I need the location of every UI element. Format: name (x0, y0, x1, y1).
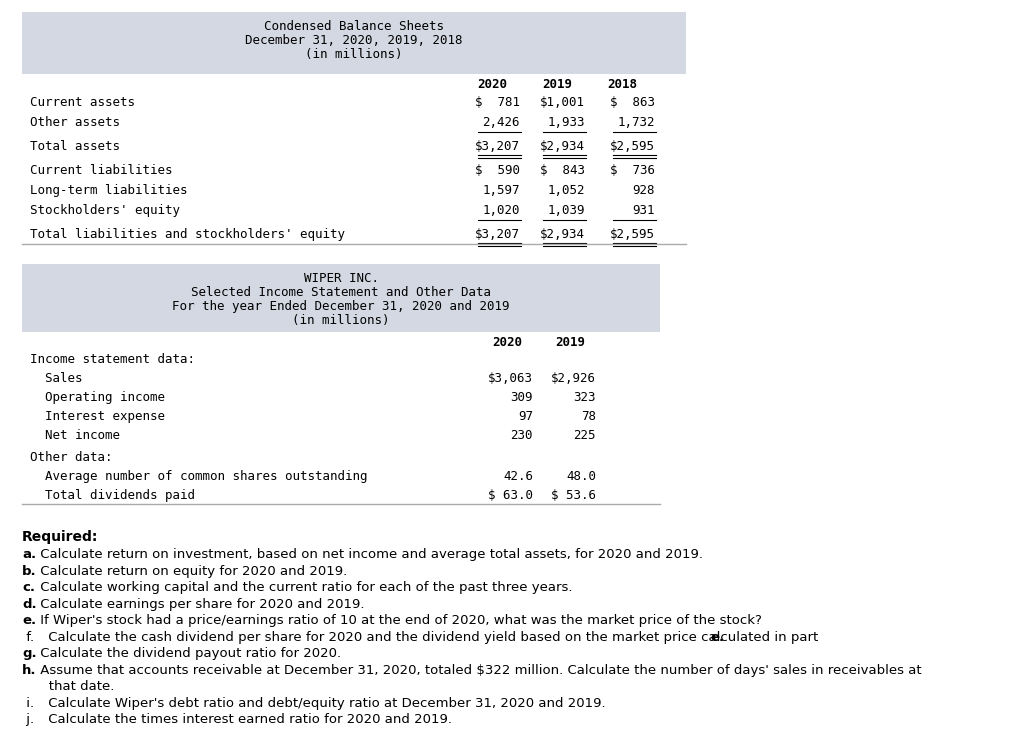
Text: $2,595: $2,595 (610, 228, 655, 241)
Text: 1,039: 1,039 (548, 204, 585, 217)
Text: $1,001: $1,001 (540, 96, 585, 109)
Text: Current assets: Current assets (30, 96, 135, 109)
Text: Total assets: Total assets (30, 140, 120, 153)
Text: 2,426: 2,426 (482, 116, 520, 129)
Text: Other assets: Other assets (30, 116, 120, 129)
Text: $ 53.6: $ 53.6 (551, 489, 596, 502)
Text: Calculate the times interest earned ratio for 2020 and 2019.: Calculate the times interest earned rati… (44, 713, 452, 726)
Text: a.: a. (22, 548, 36, 562)
Text: Required:: Required: (22, 530, 98, 544)
Text: Long-term liabilities: Long-term liabilities (30, 184, 187, 197)
Text: 2020: 2020 (492, 336, 522, 349)
Text: f.: f. (22, 631, 34, 644)
Text: e.: e. (22, 614, 36, 627)
Text: Total liabilities and stockholders' equity: Total liabilities and stockholders' equi… (30, 228, 345, 241)
Text: c.: c. (22, 581, 35, 594)
Text: Condensed Balance Sheets: Condensed Balance Sheets (264, 20, 444, 33)
Text: Interest expense: Interest expense (30, 410, 165, 423)
Text: 2020: 2020 (477, 78, 507, 91)
Text: $  863: $ 863 (610, 96, 655, 109)
Text: Calculate Wiper's debt ratio and debt/equity ratio at December 31, 2020 and 2019: Calculate Wiper's debt ratio and debt/eq… (44, 697, 605, 710)
Text: e.: e. (711, 631, 725, 644)
Text: Calculate the cash dividend per share for 2020 and the dividend yield based on t: Calculate the cash dividend per share fo… (44, 631, 822, 644)
Text: Average number of common shares outstanding: Average number of common shares outstand… (30, 470, 368, 483)
Text: 97: 97 (518, 410, 534, 423)
Text: $2,926: $2,926 (551, 372, 596, 385)
Text: WIPER INC.: WIPER INC. (303, 272, 379, 285)
Text: Assume that accounts receivable at December 31, 2020, totaled $322 million. Calc: Assume that accounts receivable at Decem… (37, 664, 922, 677)
Text: that date.: that date. (37, 680, 115, 693)
Text: Calculate return on equity for 2020 and 2019.: Calculate return on equity for 2020 and … (37, 564, 348, 578)
Text: $  781: $ 781 (475, 96, 520, 109)
Text: $  590: $ 590 (475, 164, 520, 177)
Text: December 31, 2020, 2019, 2018: December 31, 2020, 2019, 2018 (246, 34, 463, 47)
Text: Income statement data:: Income statement data: (30, 353, 195, 366)
Bar (22, 264, 660, 332)
Text: b.: b. (22, 564, 37, 578)
Text: $  736: $ 736 (610, 164, 655, 177)
Text: g.: g. (22, 647, 37, 660)
Text: 2019: 2019 (555, 336, 585, 349)
Text: Selected Income Statement and Other Data: Selected Income Statement and Other Data (191, 286, 490, 299)
Text: $3,207: $3,207 (475, 140, 520, 153)
Text: $2,595: $2,595 (610, 140, 655, 153)
Text: Net income: Net income (30, 429, 120, 442)
Text: Current liabilities: Current liabilities (30, 164, 172, 177)
Text: Total dividends paid: Total dividends paid (30, 489, 195, 502)
Text: Operating income: Operating income (30, 391, 165, 404)
Text: $2,934: $2,934 (540, 228, 585, 241)
Text: 42.6: 42.6 (503, 470, 534, 483)
Text: $3,063: $3,063 (488, 372, 534, 385)
Text: 309: 309 (511, 391, 534, 404)
Text: Calculate the dividend payout ratio for 2020.: Calculate the dividend payout ratio for … (37, 647, 342, 660)
Text: Other data:: Other data: (30, 451, 113, 464)
Text: 1,933: 1,933 (548, 116, 585, 129)
Text: $2,934: $2,934 (540, 140, 585, 153)
Text: h.: h. (22, 664, 37, 677)
Text: 225: 225 (573, 429, 596, 442)
Text: 1,052: 1,052 (548, 184, 585, 197)
Text: $ 63.0: $ 63.0 (488, 489, 534, 502)
Text: d.: d. (22, 597, 37, 611)
Text: 1,020: 1,020 (482, 204, 520, 217)
Text: 48.0: 48.0 (566, 470, 596, 483)
Text: $3,207: $3,207 (475, 228, 520, 241)
Text: 78: 78 (581, 410, 596, 423)
Text: 323: 323 (573, 391, 596, 404)
Text: $  843: $ 843 (540, 164, 585, 177)
Text: 2018: 2018 (607, 78, 637, 91)
Bar (22, 12, 686, 74)
Text: 928: 928 (633, 184, 655, 197)
Text: i.: i. (22, 697, 34, 710)
Text: Calculate earnings per share for 2020 and 2019.: Calculate earnings per share for 2020 an… (37, 597, 365, 611)
Text: (in millions): (in millions) (305, 48, 402, 61)
Text: 2019: 2019 (542, 78, 572, 91)
Text: Stockholders' equity: Stockholders' equity (30, 204, 180, 217)
Text: j.: j. (22, 713, 34, 726)
Text: Calculate return on investment, based on net income and average total assets, fo: Calculate return on investment, based on… (37, 548, 703, 562)
Text: 230: 230 (511, 429, 534, 442)
Text: 1,732: 1,732 (617, 116, 655, 129)
Text: 931: 931 (633, 204, 655, 217)
Text: If Wiper's stock had a price/earnings ratio of 10 at the end of 2020, what was t: If Wiper's stock had a price/earnings ra… (37, 614, 762, 627)
Text: (in millions): (in millions) (292, 314, 390, 327)
Text: Calculate working capital and the current ratio for each of the past three years: Calculate working capital and the curren… (37, 581, 572, 594)
Text: For the year Ended December 31, 2020 and 2019: For the year Ended December 31, 2020 and… (172, 300, 510, 313)
Text: 1,597: 1,597 (482, 184, 520, 197)
Text: Sales: Sales (30, 372, 83, 385)
